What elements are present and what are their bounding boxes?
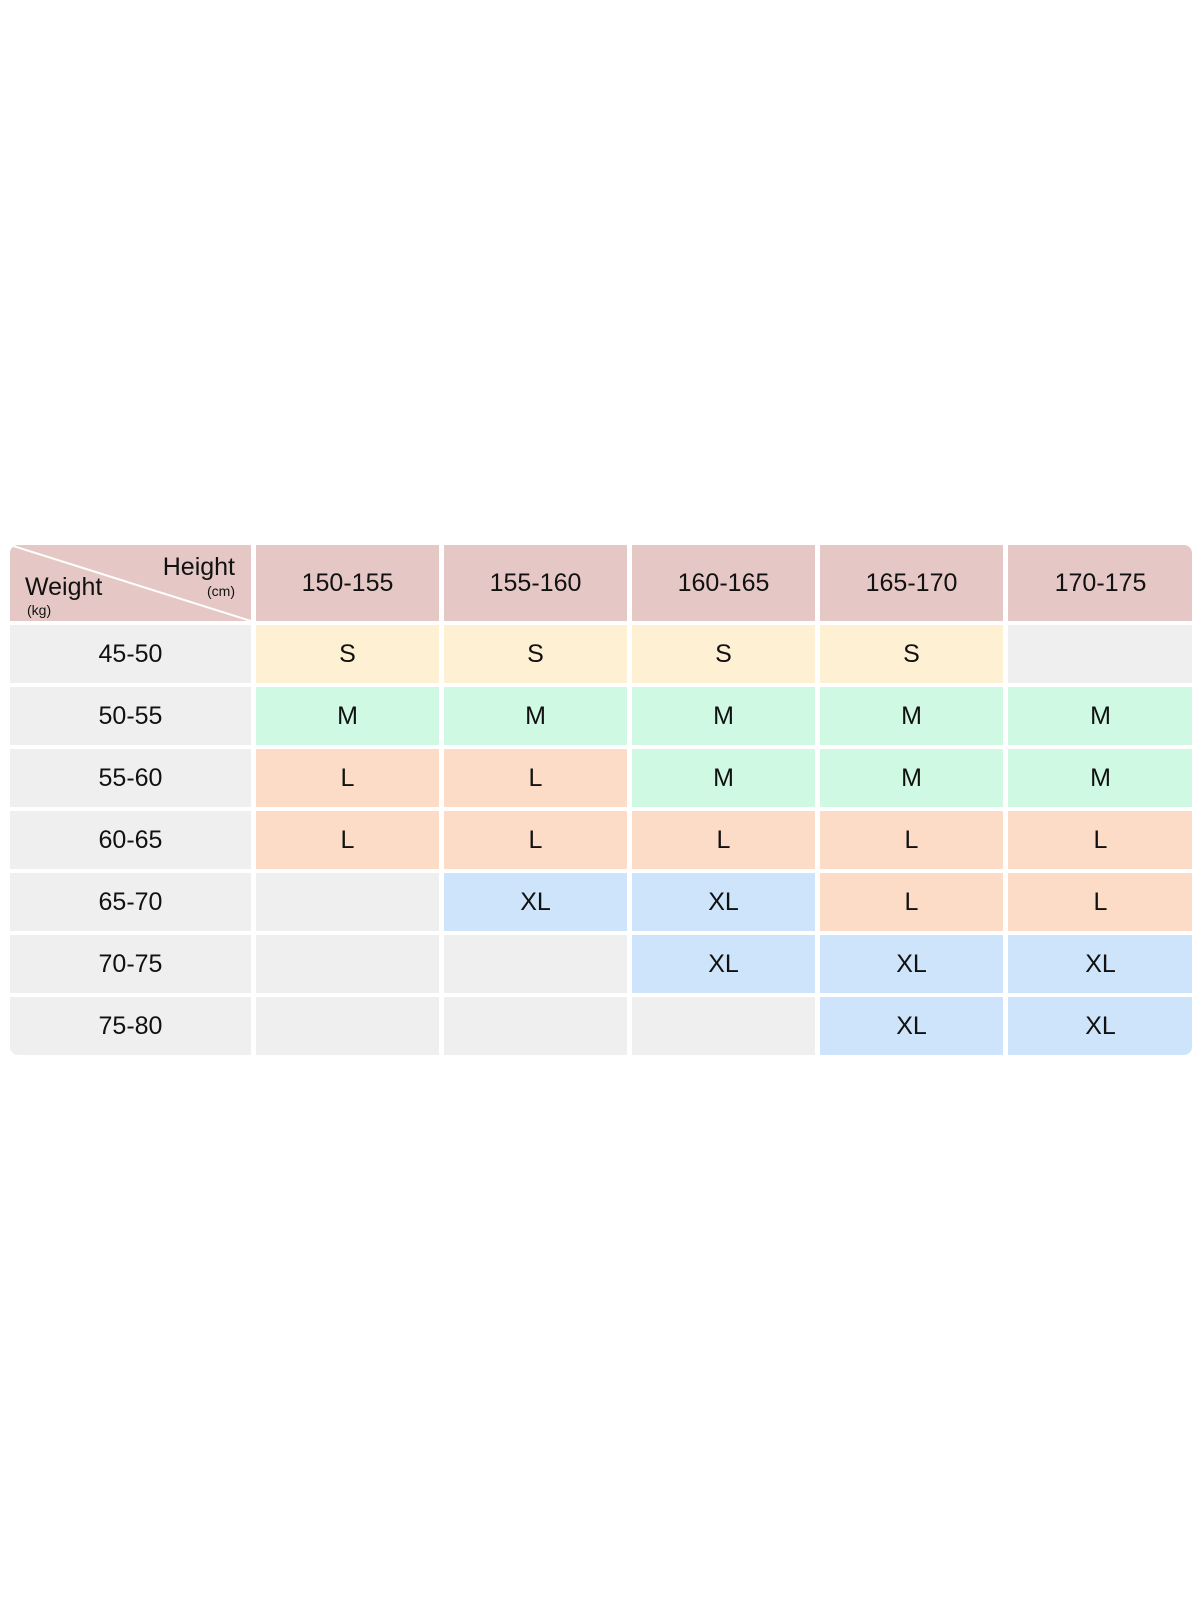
- empty-cell: [256, 997, 439, 1055]
- size-cell: L: [1008, 811, 1192, 869]
- size-cell: XL: [632, 935, 815, 993]
- size-cell: L: [256, 749, 439, 807]
- size-cell: L: [820, 811, 1003, 869]
- size-cell: S: [820, 625, 1003, 683]
- size-cell: S: [632, 625, 815, 683]
- row-header-weight: 55-60: [10, 749, 251, 807]
- size-cell: S: [256, 625, 439, 683]
- size-cell: M: [632, 749, 815, 807]
- weight-axis-label: Weight: [25, 573, 103, 601]
- size-cell: M: [632, 687, 815, 745]
- size-cell: XL: [1008, 997, 1192, 1055]
- size-cell: L: [444, 811, 627, 869]
- column-header: 160-165: [632, 545, 815, 621]
- size-cell: XL: [820, 997, 1003, 1055]
- size-cell: M: [444, 687, 627, 745]
- size-cell: XL: [444, 873, 627, 931]
- empty-cell: [256, 935, 439, 993]
- row-header-weight: 60-65: [10, 811, 251, 869]
- weight-unit-label: (kg): [27, 602, 52, 618]
- size-cell: S: [444, 625, 627, 683]
- empty-cell: [444, 997, 627, 1055]
- row-header-weight: 65-70: [10, 873, 251, 931]
- size-cell: M: [1008, 749, 1192, 807]
- size-cell: XL: [632, 873, 815, 931]
- row-header-weight: 45-50: [10, 625, 251, 683]
- row-header-weight: 50-55: [10, 687, 251, 745]
- empty-cell: [444, 935, 627, 993]
- column-header: 150-155: [256, 545, 439, 621]
- empty-cell: [632, 997, 815, 1055]
- column-header: 170-175: [1008, 545, 1192, 621]
- size-cell: L: [820, 873, 1003, 931]
- empty-cell: [256, 873, 439, 931]
- size-cell: L: [1008, 873, 1192, 931]
- size-cell: M: [256, 687, 439, 745]
- height-axis-label: Height: [162, 553, 235, 581]
- empty-cell: [1008, 625, 1192, 683]
- row-header-weight: 70-75: [10, 935, 251, 993]
- size-cell: M: [820, 749, 1003, 807]
- size-cell: L: [444, 749, 627, 807]
- column-header: 165-170: [820, 545, 1003, 621]
- size-cell: M: [1008, 687, 1192, 745]
- row-header-weight: 75-80: [10, 997, 251, 1055]
- size-cell: XL: [1008, 935, 1192, 993]
- size-chart-table: Height (cm) Weight (kg) 150-155 155-160 …: [10, 545, 1192, 1055]
- corner-header-cell: Height (cm) Weight (kg): [10, 545, 251, 621]
- size-cell: L: [632, 811, 815, 869]
- height-unit-label: (cm): [207, 583, 235, 599]
- size-cell: XL: [820, 935, 1003, 993]
- size-cell: M: [820, 687, 1003, 745]
- diagonal-divider: [10, 545, 251, 621]
- column-header: 155-160: [444, 545, 627, 621]
- size-cell: L: [256, 811, 439, 869]
